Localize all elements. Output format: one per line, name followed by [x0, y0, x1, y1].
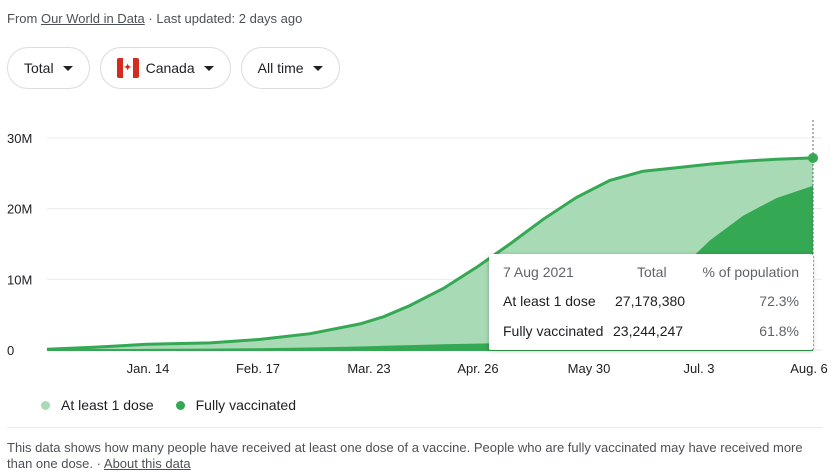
source-link[interactable]: Our World in Data [40, 11, 145, 26]
filter-bar: Total ✦ Canada All time [7, 47, 340, 89]
tooltip-row-total: 27,178,380 [615, 293, 686, 309]
tooltip-date: 7 Aug 2021 [503, 264, 574, 280]
tooltip-row: At least 1 dose 27,178,380 72.3% [503, 293, 799, 313]
x-tick-label: Aug. 6 [790, 361, 828, 376]
tooltip-row-pct: 61.8% [759, 323, 799, 339]
country-label: Canada [145, 60, 195, 76]
x-tick-label: May 30 [568, 361, 611, 376]
caret-down-icon [203, 65, 214, 71]
source-separator: · [148, 11, 153, 26]
legend-label: At least 1 dose [61, 397, 154, 413]
data-point-current [808, 152, 818, 163]
legend-item-first-dose[interactable]: At least 1 dose [41, 397, 154, 413]
canada-flag-icon: ✦ [116, 58, 139, 78]
metric-label: Total [24, 60, 54, 76]
metric-dropdown[interactable]: Total [7, 47, 90, 89]
source-line: From Our World in Data · Last updated: 2… [7, 11, 302, 26]
x-tick-label: Mar. 23 [347, 361, 390, 376]
about-data-link[interactable]: About this data [103, 456, 191, 471]
range-dropdown[interactable]: All time [240, 47, 340, 89]
legend-swatch [175, 400, 185, 410]
divider [7, 427, 822, 428]
tooltip-row-label: Fully vaccinated [503, 323, 604, 339]
caret-down-icon [312, 65, 323, 71]
legend-swatch [41, 400, 50, 410]
tooltip-row-label: At least 1 dose [503, 293, 596, 309]
x-tick-label: Apr. 26 [457, 361, 498, 376]
y-tick-label: 30M [7, 131, 32, 146]
y-tick-label: 20M [7, 202, 32, 217]
x-tick-label: Feb. 17 [236, 361, 280, 376]
footnote-text: This data shows how many people have rec… [7, 440, 803, 471]
x-tick-label: Jul. 3 [683, 361, 714, 376]
last-updated: Last updated: 2 days ago [156, 11, 303, 26]
chart-legend: At least 1 dose Fully vaccinated [41, 397, 318, 413]
country-dropdown[interactable]: ✦ Canada [99, 47, 231, 89]
tooltip-header: 7 Aug 2021 Total % of population [503, 264, 799, 284]
line-first-dose [46, 156, 814, 351]
y-tick-label: 10M [7, 272, 32, 287]
caret-down-icon [62, 65, 73, 71]
tooltip-row: Fully vaccinated 23,244,247 61.8% [503, 323, 799, 343]
tooltip-row-total: 23,244,247 [613, 323, 684, 339]
legend-item-fully-vaccinated[interactable]: Fully vaccinated [175, 397, 297, 413]
x-tick-label: Jan. 14 [127, 361, 170, 376]
footnote: This data shows how many people have rec… [7, 440, 817, 472]
range-label: All time [257, 60, 304, 76]
tooltip-col-pct: % of population [702, 264, 799, 280]
chart-tooltip: 7 Aug 2021 Total % of population At leas… [489, 254, 813, 350]
footnote-separator: · [96, 456, 101, 471]
y-tick-label: 0 [7, 343, 14, 358]
source-prefix: From [7, 11, 38, 26]
tooltip-row-pct: 72.3% [759, 293, 799, 309]
tooltip-col-total: Total [637, 264, 667, 280]
legend-label: Fully vaccinated [195, 397, 297, 413]
